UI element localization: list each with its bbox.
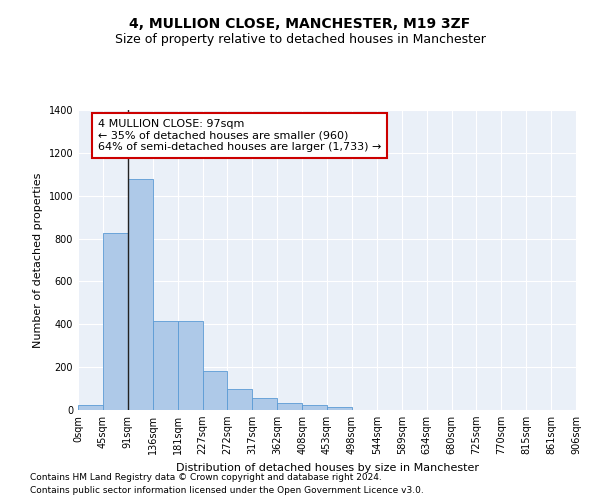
Bar <box>103 233 128 410</box>
Bar <box>277 402 302 410</box>
Bar <box>152 321 178 410</box>
Text: 4, MULLION CLOSE, MANCHESTER, M19 3ZF: 4, MULLION CLOSE, MANCHESTER, M19 3ZF <box>130 18 470 32</box>
Text: 4 MULLION CLOSE: 97sqm
← 35% of detached houses are smaller (960)
64% of semi-de: 4 MULLION CLOSE: 97sqm ← 35% of detached… <box>98 119 381 152</box>
Y-axis label: Number of detached properties: Number of detached properties <box>33 172 43 348</box>
Text: Contains public sector information licensed under the Open Government Licence v3: Contains public sector information licen… <box>30 486 424 495</box>
Bar <box>227 388 253 410</box>
Text: Contains HM Land Registry data © Crown copyright and database right 2024.: Contains HM Land Registry data © Crown c… <box>30 474 382 482</box>
Bar <box>302 404 327 410</box>
Text: Size of property relative to detached houses in Manchester: Size of property relative to detached ho… <box>115 32 485 46</box>
Bar <box>253 398 277 410</box>
Bar <box>78 404 103 410</box>
Bar <box>128 178 153 410</box>
Bar <box>203 371 227 410</box>
Bar <box>327 407 352 410</box>
Bar <box>178 321 203 410</box>
X-axis label: Distribution of detached houses by size in Manchester: Distribution of detached houses by size … <box>176 462 479 472</box>
